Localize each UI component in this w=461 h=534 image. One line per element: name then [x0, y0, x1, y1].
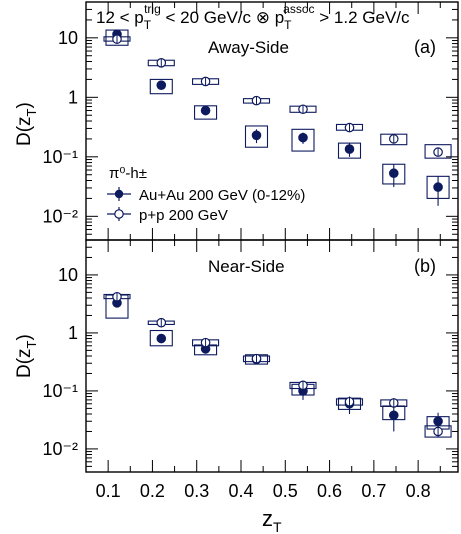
y-tick-label: 10	[58, 265, 78, 285]
auau-point	[433, 182, 443, 192]
y-tick-label: 1	[68, 87, 78, 107]
panel-b-label: (b)	[414, 256, 436, 276]
y-tick-label: 10⁻¹	[42, 147, 78, 167]
panel-b-annotation: Near-Side	[208, 257, 285, 276]
systematic-box	[244, 125, 269, 148]
legend-auau-marker	[114, 189, 124, 199]
panel-a-annotation: Away-Side	[208, 38, 289, 57]
systematic-box	[291, 128, 315, 152]
title-part-3: > 1.2 GeV/c	[315, 8, 410, 27]
auau-point	[200, 105, 211, 116]
x-tick-label: 0.4	[228, 481, 253, 501]
x-tick-label: 0.8	[406, 481, 431, 501]
systematic-box	[424, 144, 452, 159]
data-marks	[103, 29, 452, 438]
axis-ticks: 10⁻² 10⁻¹ 1 10 10⁻² 10⁻¹ 1 10 0.1 0.2 0.3 0.4 0.5 0.6…	[42, 1, 458, 501]
title-part-1: 12 < p	[96, 8, 144, 27]
x-tick-label: 0.2	[140, 481, 165, 501]
legend-pp-label: p+p 200 GeV	[139, 207, 228, 224]
systematic-box	[149, 329, 173, 347]
title-sup-2: assoc	[283, 2, 314, 16]
x-tick-label: 0.3	[184, 481, 209, 501]
auau-point	[433, 416, 443, 427]
legend-title: π⁰-h±	[109, 165, 147, 182]
auau-point	[298, 132, 308, 143]
auau-point	[251, 130, 262, 141]
y-axis-label-b-sub: T	[24, 340, 39, 348]
systematic-box	[149, 78, 173, 95]
x-axis-label: zT	[262, 506, 282, 534]
y-axis-label-b-main: D(z	[14, 348, 35, 378]
y-axis-label-b: D(zT)	[14, 334, 39, 378]
panel-a-title: 12 < pTtrig < 20 GeV/c ⊗ pTassoc > 1.2 G…	[96, 2, 410, 32]
x-tick-label: 0.6	[317, 481, 342, 501]
title-sup-1: trig	[144, 2, 161, 16]
y-tick-label: 10⁻¹	[42, 381, 78, 401]
y-axis-label-a-main: D(z	[14, 116, 35, 146]
y-axis-label-a-close: )	[14, 102, 35, 108]
y-tick-label: 1	[68, 323, 78, 343]
x-tick-label: 0.5	[273, 481, 298, 501]
auau-point	[156, 80, 167, 90]
x-tick-label: 0.7	[361, 481, 386, 501]
x-tick-label: 0.1	[96, 481, 121, 501]
auau-point	[344, 144, 355, 154]
title-sub-2: T	[284, 18, 292, 32]
auau-point	[388, 168, 399, 179]
panel-a-label: (a)	[414, 37, 436, 57]
y-axis-label-a-sub: T	[24, 108, 39, 116]
x-axis-label-main: z	[262, 506, 273, 531]
title-part-2: < 20 GeV/c ⊗ p	[161, 8, 284, 27]
auau-point	[388, 410, 399, 421]
title-sub-1: T	[144, 18, 152, 32]
legend-auau-label: Au+Au 200 GeV (0-12%)	[139, 187, 305, 204]
y-axis-label-a: D(zT)	[14, 102, 39, 146]
y-tick-label: 10⁻²	[42, 439, 78, 459]
auau-point	[156, 333, 167, 344]
x-axis-label-sub: T	[273, 519, 282, 534]
y-tick-label: 10⁻²	[42, 206, 78, 226]
legend-pp-marker	[114, 209, 124, 219]
legend: π⁰-h± Au+Au 200 GeV (0-12%) p+p 200 GeV	[107, 165, 305, 224]
y-tick-label: 10	[58, 28, 78, 48]
y-axis-label-b-close: )	[14, 334, 35, 340]
